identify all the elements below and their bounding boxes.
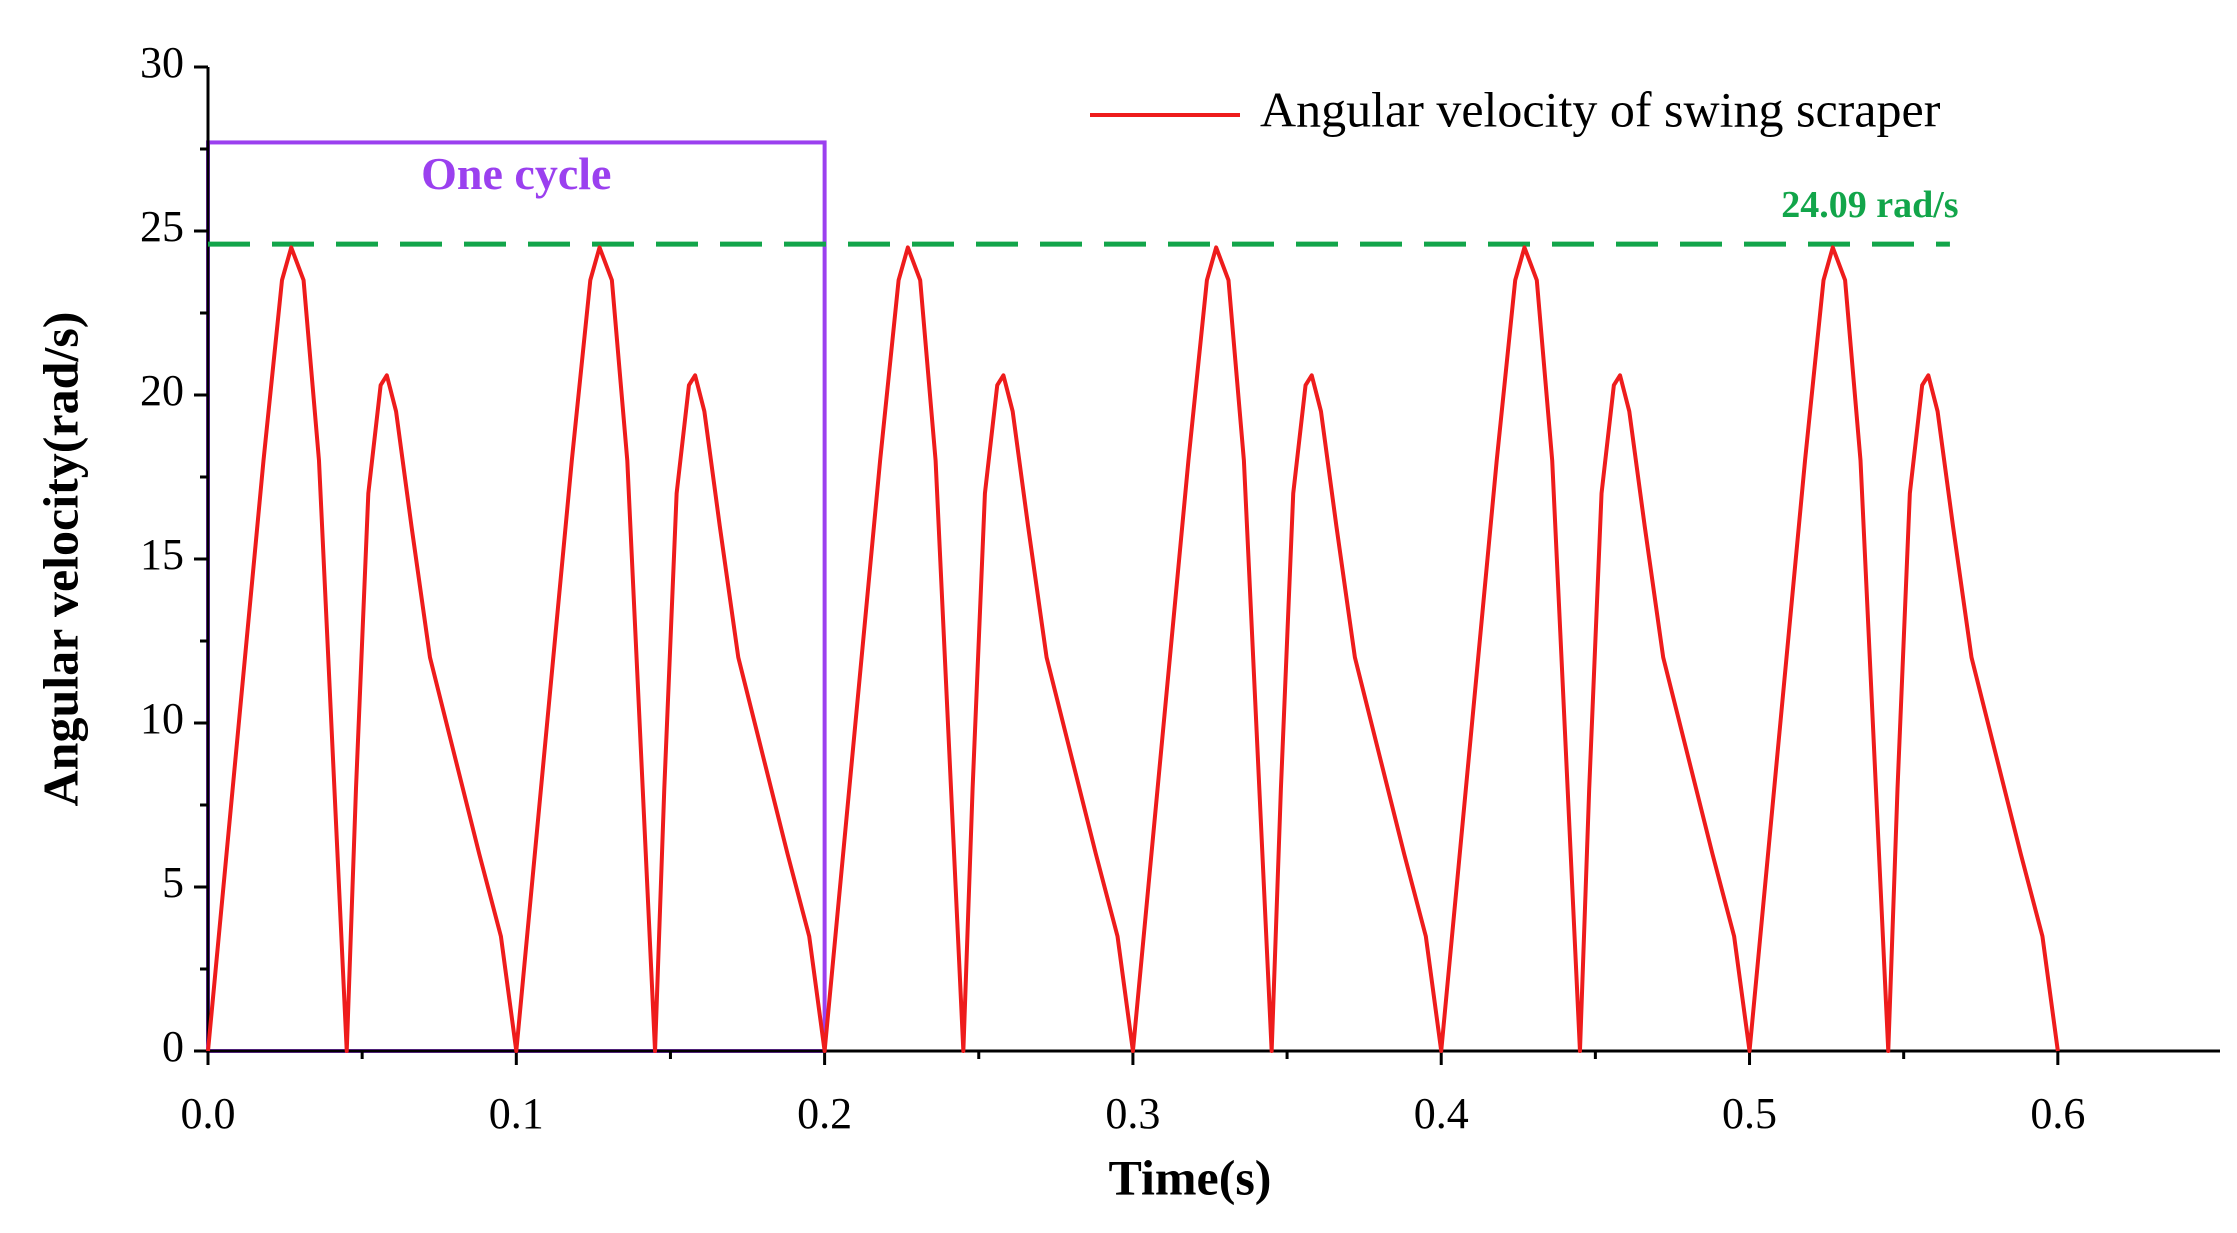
y-axis-title: Angular velocity(rad/s) (32, 312, 88, 807)
cycle-label: One cycle (421, 148, 611, 199)
y-tick-label: 15 (140, 530, 184, 579)
y-tick-label: 5 (162, 858, 184, 907)
x-tick-label: 0.4 (1414, 1089, 1469, 1138)
reference-label: 24.09 rad/s (1781, 184, 1958, 226)
data-line (206, 245, 2060, 1053)
x-tick-label: 0.0 (181, 1089, 236, 1138)
x-tick-label: 0.1 (489, 1089, 544, 1138)
y-tick-label: 25 (140, 202, 184, 251)
y-tick-label: 10 (140, 694, 184, 743)
x-tick-label: 0.6 (2030, 1089, 2085, 1138)
y-tick-label: 20 (140, 366, 184, 415)
x-tick-label: 0.2 (797, 1089, 852, 1138)
cycle-box (206, 140, 827, 1053)
y-tick-label: 0 (162, 1022, 184, 1071)
y-tick-label: 30 (140, 38, 184, 87)
x-tick-label: 0.3 (1105, 1089, 1160, 1138)
x-tick-label: 0.5 (1722, 1089, 1777, 1138)
x-axis-title: Time(s) (1109, 1149, 1272, 1205)
legend-label: Angular velocity of swing scraper (1260, 81, 1941, 137)
